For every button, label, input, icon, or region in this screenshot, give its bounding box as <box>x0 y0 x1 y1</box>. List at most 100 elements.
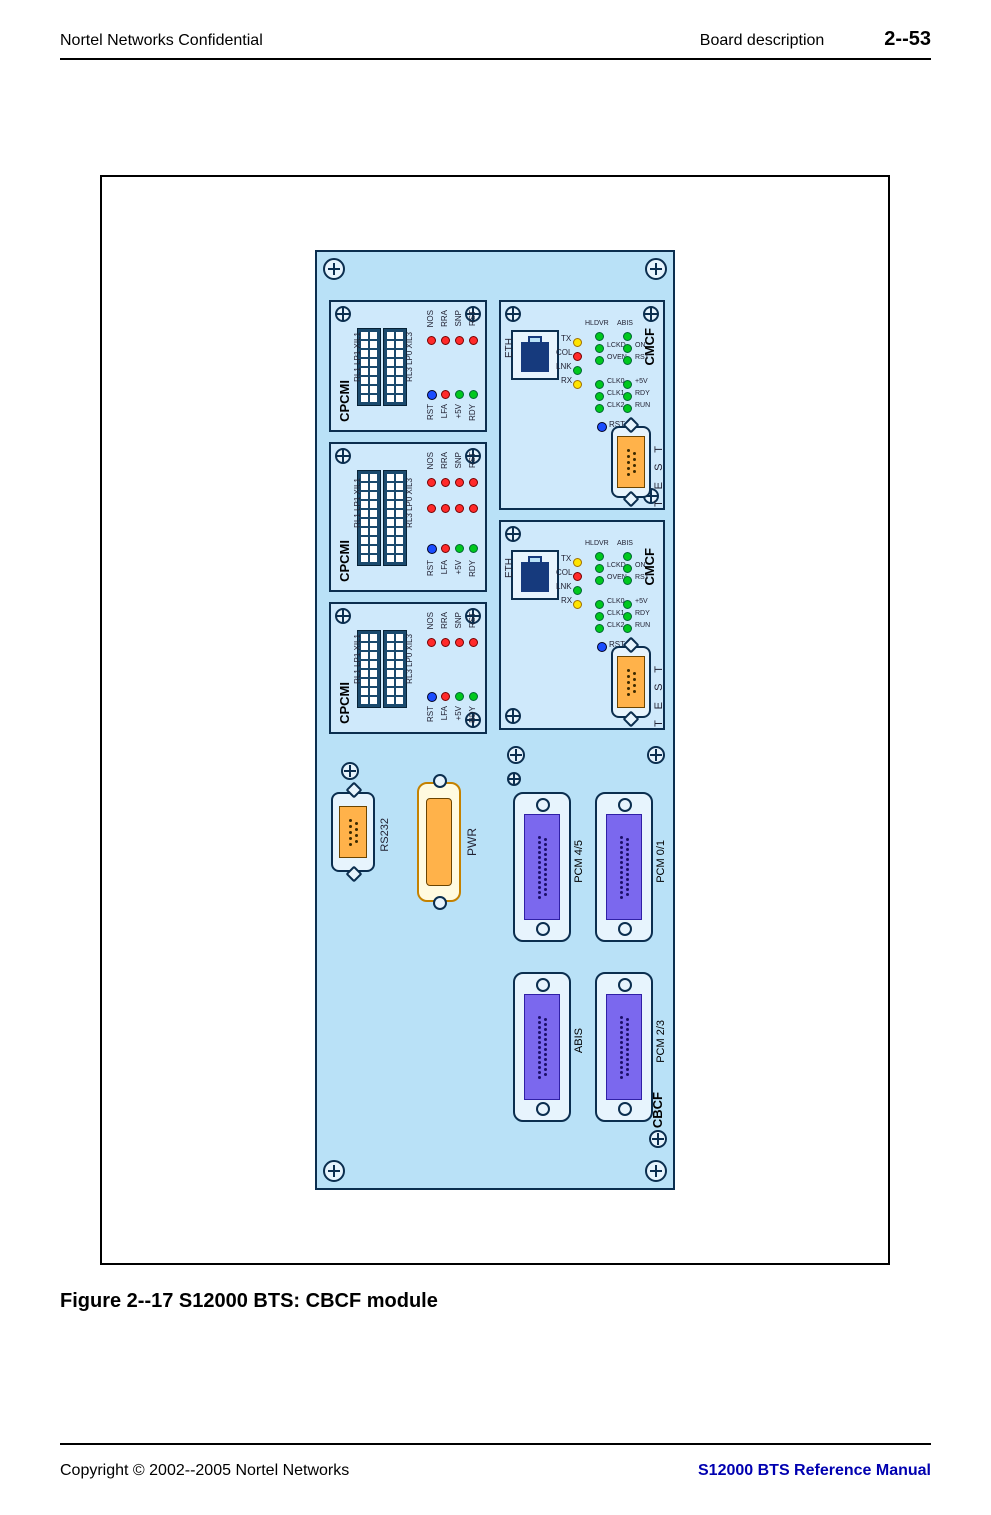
led-label: RDY <box>635 610 650 617</box>
eth-label: ETH <box>504 558 515 578</box>
db25-label: PCM 2/3 <box>655 1020 667 1063</box>
page-number: 2--53 <box>884 28 931 51</box>
header-label: RL3 LP0 XIL3 <box>405 332 414 382</box>
screw-icon <box>335 608 351 624</box>
led-icon <box>573 380 582 389</box>
pin-header <box>383 630 407 708</box>
led-label: LFA <box>440 404 449 418</box>
led-icon <box>595 356 604 365</box>
header-label: RL3 LP0 XIL3 <box>405 634 414 684</box>
led-icon <box>623 600 632 609</box>
led-label: NOS <box>426 452 435 469</box>
led-icon <box>623 380 632 389</box>
led-icon <box>595 380 604 389</box>
reset-button[interactable] <box>427 390 437 400</box>
screw-icon <box>323 258 345 280</box>
led-label: CLK2 <box>607 622 625 629</box>
led-label: RST <box>426 560 435 576</box>
header-section: Board description <box>700 32 825 50</box>
screw-icon <box>507 772 521 786</box>
cmcf-module-0: CMCF ETH TX COL LNK RX HLDVR LCKD OVEN <box>499 300 665 510</box>
led-label: RST <box>468 612 477 628</box>
test-connector <box>611 646 651 718</box>
screw-icon <box>507 746 525 764</box>
led-icon <box>595 332 604 341</box>
cmcf-module-1: CMCF ETH TX COL LNK RX HLDVR LCKD OVEN C… <box>499 520 665 730</box>
led-label: ABIS <box>617 320 633 327</box>
led-icon <box>573 352 582 361</box>
page-header: Nortel Networks Confidential Board descr… <box>60 28 931 51</box>
cpcm-label: CPCMI <box>337 380 352 422</box>
led-icon <box>455 692 464 701</box>
led-icon <box>427 336 436 345</box>
led-label: LFA <box>440 560 449 574</box>
led-icon <box>623 392 632 401</box>
led-icon <box>623 332 632 341</box>
led-icon <box>469 336 478 345</box>
led-label: RUN <box>635 402 650 409</box>
led-icon <box>623 612 632 621</box>
led-icon <box>455 638 464 647</box>
screw-icon <box>505 306 521 322</box>
led-label: NOS <box>426 612 435 629</box>
pin-header <box>383 328 407 406</box>
led-label: +5V <box>635 598 648 605</box>
db25-connector-pcm23 <box>595 972 653 1122</box>
reset-button[interactable] <box>597 642 607 652</box>
led-label: RRA <box>440 310 449 327</box>
led-icon <box>469 638 478 647</box>
led-icon <box>595 624 604 633</box>
led-label: +5V <box>454 404 463 418</box>
rs232-label: RS232 <box>379 818 391 852</box>
led-label: CLK0 <box>607 378 625 385</box>
led-label: ABIS <box>617 540 633 547</box>
led-label: HLDVR <box>585 540 609 547</box>
footer-rule <box>60 1443 931 1445</box>
led-label: +5V <box>454 706 463 720</box>
eth-jack <box>511 330 559 380</box>
db25-label: PCM 4/5 <box>573 840 585 883</box>
led-icon <box>623 356 632 365</box>
pwr-label: PWR <box>465 828 479 856</box>
led-label: CLK1 <box>607 610 625 617</box>
led-icon <box>595 576 604 585</box>
screw-icon <box>505 708 521 724</box>
header-label: RL1 LP1 XIL1 <box>353 478 362 528</box>
led-icon <box>595 404 604 413</box>
led-label: RDY <box>468 404 477 421</box>
screw-icon <box>647 746 665 764</box>
test-label: T E S T <box>653 662 665 727</box>
screw-icon <box>649 1130 667 1148</box>
led-icon <box>455 504 464 513</box>
led-icon <box>469 390 478 399</box>
led-label: RST <box>635 354 649 361</box>
reset-button[interactable] <box>597 422 607 432</box>
led-icon <box>427 638 436 647</box>
led-label: RDY <box>468 706 477 723</box>
led-label: CLK1 <box>607 390 625 397</box>
led-icon <box>427 504 436 513</box>
led-label: NOS <box>426 310 435 327</box>
header-rule <box>60 58 931 60</box>
led-label: CLK0 <box>607 598 625 605</box>
reset-button[interactable] <box>427 692 437 702</box>
db25-label: ABIS <box>573 1028 585 1053</box>
led-icon <box>441 544 450 553</box>
cpcm-label: CPCMI <box>337 682 352 724</box>
led-label: RDY <box>468 560 477 577</box>
led-label: HLDVR <box>585 320 609 327</box>
led-label: RUN <box>635 622 650 629</box>
led-icon <box>623 624 632 633</box>
led-icon <box>623 552 632 561</box>
screw-icon <box>643 306 659 322</box>
led-label: LNK <box>556 362 572 371</box>
reset-button[interactable] <box>427 544 437 554</box>
led-label: TX <box>561 554 571 563</box>
led-icon <box>573 572 582 581</box>
led-label: RST <box>468 310 477 326</box>
led-icon <box>441 504 450 513</box>
led-icon <box>595 612 604 621</box>
led-label: RRA <box>440 612 449 629</box>
page-footer: Copyright © 2002--2005 Nortel Networks S… <box>60 1462 931 1480</box>
led-icon <box>595 552 604 561</box>
